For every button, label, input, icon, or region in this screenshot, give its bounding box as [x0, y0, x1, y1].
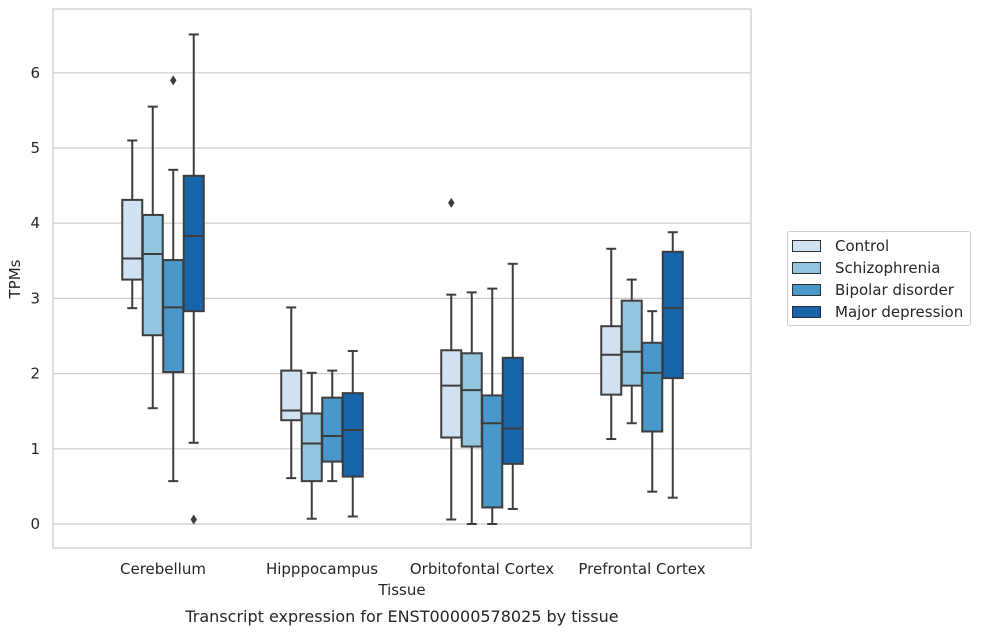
x-tick-label: Prefrontal Cortex: [578, 560, 705, 578]
y-tick-label: 5: [30, 139, 40, 157]
box-iqr: [440, 349, 463, 439]
outlier-marker: [170, 75, 177, 86]
box-iqr: [641, 341, 664, 433]
box-schizophrenia: [300, 371, 323, 520]
y-tick-labels: 0 1 2 3 4 5 6: [30, 64, 40, 533]
y-tick-label: 6: [30, 64, 40, 82]
box-iqr: [321, 396, 344, 463]
legend-swatch: [792, 262, 821, 274]
box-control: [280, 306, 303, 480]
x-tick-label: Orbitofontal Cortex: [410, 560, 554, 578]
box-iqr: [661, 250, 684, 380]
x-tick-label: Hipppocampus: [266, 560, 378, 578]
box-control: [600, 247, 623, 441]
box-bipolar-disorder: [321, 369, 344, 483]
legend-label: Schizophrenia: [835, 259, 941, 277]
box-bipolar-disorder: [641, 310, 664, 493]
legend-label: Bipolar disorder: [835, 281, 954, 299]
box-iqr: [280, 369, 303, 422]
legend-label: Major depression: [835, 303, 964, 321]
box-schizophrenia: [141, 105, 164, 410]
y-tick-label: 1: [30, 440, 40, 458]
chart-caption: Transcript expression for ENST0000057802…: [184, 607, 618, 626]
legend-item: Major depression: [792, 303, 963, 321]
box-bipolar-disorder: [162, 75, 185, 483]
chart-legend: Control Schizophrenia Bipolar disorder M…: [787, 231, 971, 326]
legend-label: Control: [835, 237, 890, 255]
box-iqr: [481, 394, 504, 509]
box-iqr: [620, 299, 643, 387]
y-tick-label: 3: [30, 289, 40, 307]
box-iqr: [121, 198, 144, 281]
outlier-marker: [190, 514, 197, 525]
legend-swatch: [792, 284, 821, 296]
legend-item: Schizophrenia: [792, 259, 940, 277]
box-iqr: [162, 259, 185, 374]
x-tick-labels: Cerebellum Hipppocampus Orbitofontal Corte…: [120, 560, 706, 578]
box-schizophrenia: [460, 291, 483, 525]
plot-frame: [52, 8, 752, 549]
box-series: [121, 33, 684, 525]
box-iqr: [141, 213, 164, 337]
legend-item: Bipolar disorder: [792, 281, 954, 299]
outlier-marker: [448, 197, 455, 208]
legend-swatch: [792, 240, 821, 252]
box-schizophrenia: [620, 278, 643, 425]
y-tick-label: 2: [30, 365, 40, 383]
x-tick-label: Cerebellum: [120, 560, 206, 578]
box-control: [440, 197, 463, 521]
box-major-depression: [341, 350, 364, 518]
box-iqr: [182, 174, 205, 313]
box-iqr: [300, 412, 323, 483]
box-iqr: [501, 356, 524, 465]
x-axis-label: Tissue: [377, 581, 425, 599]
box-bipolar-disorder: [481, 287, 504, 525]
box-major-depression: [501, 262, 524, 510]
y-tick-label: 4: [30, 214, 40, 232]
legend-swatch: [792, 306, 821, 318]
box-iqr: [341, 392, 364, 478]
y-axis-label: TPMs: [6, 259, 24, 299]
box-major-depression: [661, 231, 684, 499]
legend-item: Control: [792, 237, 889, 255]
box-iqr: [460, 352, 483, 448]
box-iqr: [600, 325, 623, 396]
box-major-depression: [182, 33, 205, 525]
box-control: [121, 139, 144, 310]
y-tick-label: 0: [30, 515, 40, 533]
